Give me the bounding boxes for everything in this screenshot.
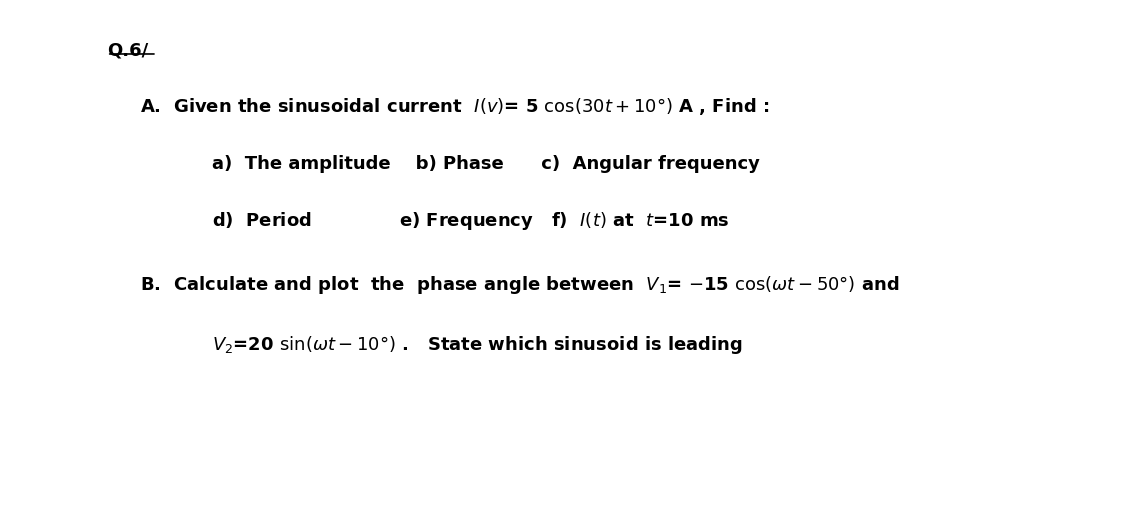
Text: A.  Given the sinusoidal current  $I(v)$= 5 $\cos(30t + 10°)$ A , Find :: A. Given the sinusoidal current $I(v)$= … — [140, 96, 770, 117]
Text: $V_2$=20 $\sin(\omega t - 10°)$ .   State which sinusoid is leading: $V_2$=20 $\sin(\omega t - 10°)$ . State … — [212, 334, 743, 356]
Text: d)  Period              e) Frequency   f)  $I(t)$ at  $t$=10 ms: d) Period e) Frequency f) $I(t)$ at $t$=… — [212, 210, 729, 232]
Text: B.  Calculate and plot  the  phase angle between  $V_1$= $-$15 $\cos(\omega t - : B. Calculate and plot the phase angle be… — [140, 274, 899, 296]
Text: a)  The amplitude    b) Phase      c)  Angular frequency: a) The amplitude b) Phase c) Angular fre… — [212, 155, 760, 174]
Text: Q.6/: Q.6/ — [107, 42, 148, 60]
